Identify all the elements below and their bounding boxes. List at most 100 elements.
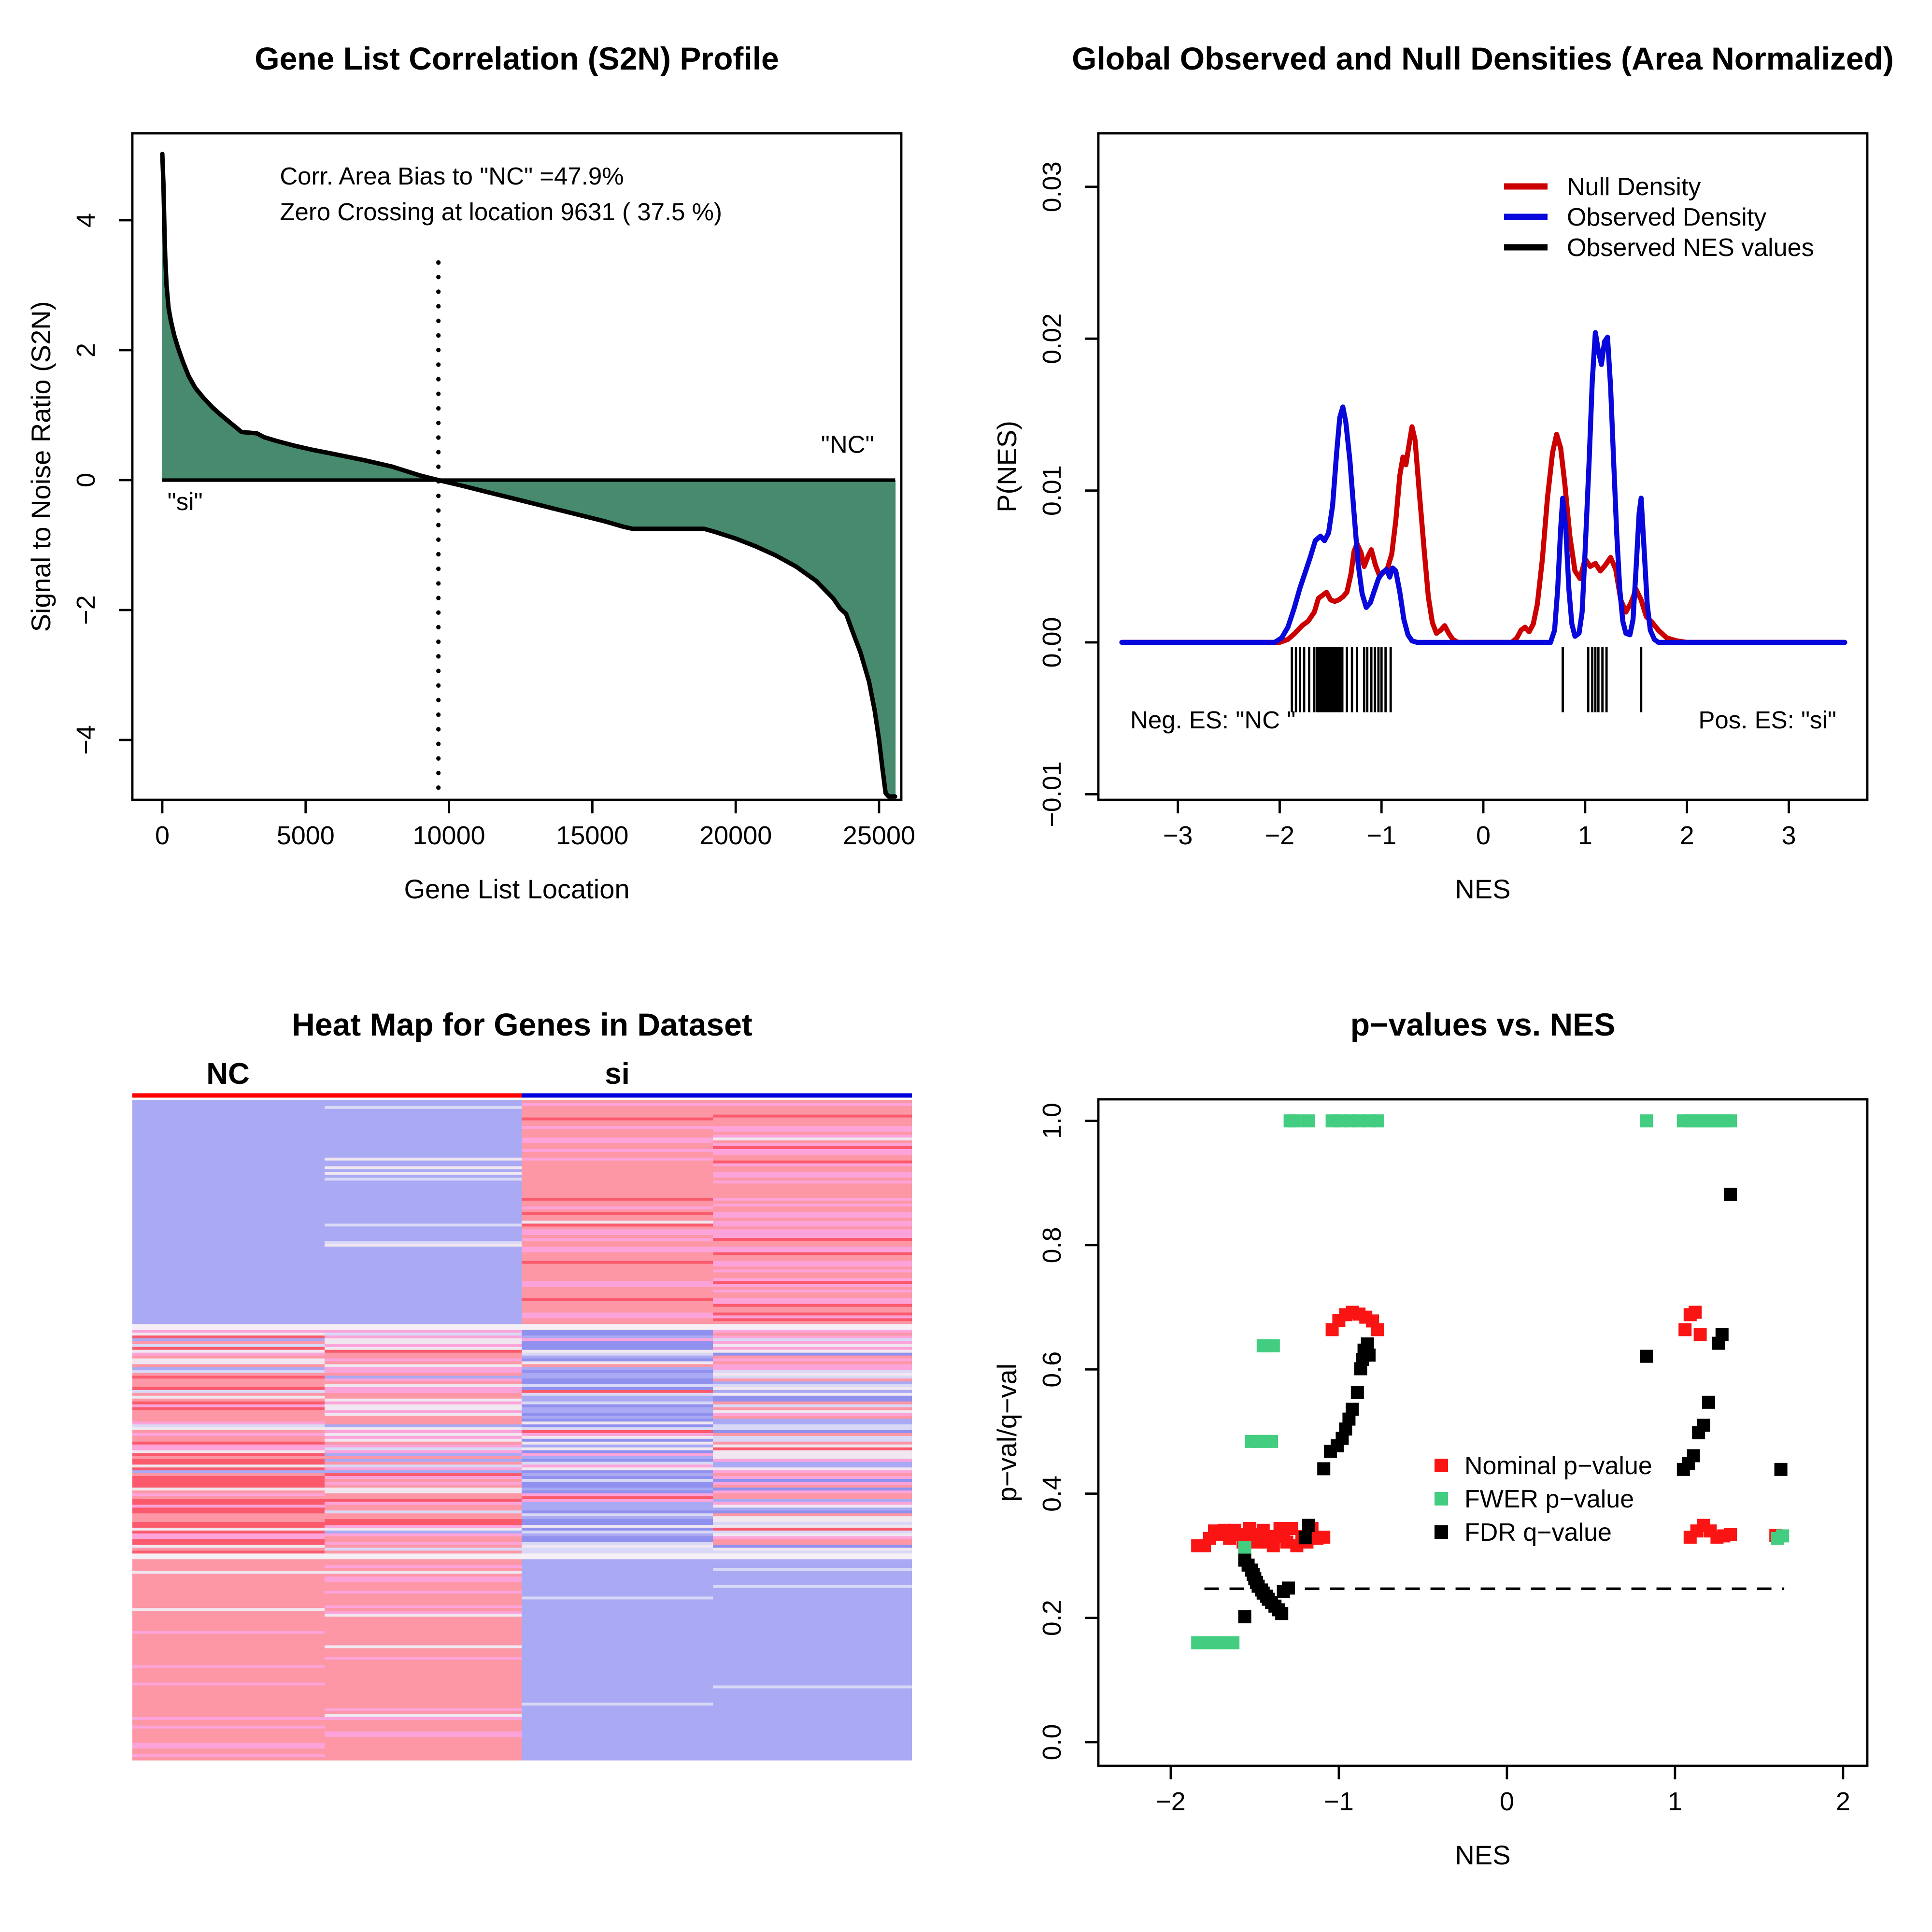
heatmap-cell xyxy=(325,1186,522,1190)
heatmap-cell xyxy=(713,1387,912,1391)
heatmap-cell xyxy=(522,1315,713,1319)
heatmap-cell xyxy=(325,1651,522,1655)
heatmap-cell xyxy=(132,1447,325,1451)
heatmap-cell xyxy=(713,1410,912,1414)
heatmap-cell xyxy=(325,1401,522,1405)
y-tick-label: 0.02 xyxy=(1037,313,1066,364)
heatmap-cell xyxy=(132,1341,325,1345)
heatmap-cell xyxy=(325,1751,522,1755)
heatmap-cell xyxy=(325,1450,522,1454)
heatmap-cell xyxy=(325,1435,522,1439)
plot-box xyxy=(131,132,903,801)
heatmap-cell xyxy=(132,1324,325,1327)
heatmap-cell xyxy=(132,1307,325,1310)
heatmap-cell xyxy=(325,1315,522,1319)
heatmap-cell xyxy=(522,1281,713,1284)
x-axis-title: NES xyxy=(1455,1840,1510,1870)
heatmap-cell xyxy=(522,1636,713,1640)
heatmap-cell xyxy=(522,1284,713,1287)
heatmap-cell xyxy=(522,1617,713,1620)
heatmap-cell xyxy=(713,1665,912,1669)
y-axis-title: P(NES) xyxy=(992,421,1022,512)
heatmap-cell xyxy=(713,1416,912,1420)
heatmap-cell xyxy=(522,1151,713,1155)
heatmap-cell xyxy=(522,1717,713,1720)
heatmap-cell xyxy=(132,1261,325,1264)
panel-title: p−values vs. NES xyxy=(1350,1007,1615,1042)
heatmap-cell xyxy=(522,1347,713,1350)
heatmap-cell xyxy=(325,1140,522,1144)
heatmap-cell xyxy=(713,1487,912,1491)
plot-box xyxy=(1097,132,1869,801)
heatmap-cell xyxy=(522,1662,713,1666)
heatmap-cell xyxy=(325,1284,522,1287)
heatmap-cell xyxy=(132,1441,325,1445)
heatmap-cell xyxy=(522,1395,713,1399)
heatmap-cell xyxy=(713,1746,912,1749)
heatmap-cell xyxy=(713,1550,912,1554)
heatmap-cell xyxy=(522,1757,713,1761)
heatmap-cell xyxy=(132,1149,325,1152)
heatmap-cell xyxy=(132,1478,325,1482)
plot-box xyxy=(1097,1098,1869,1767)
heatmap-cell xyxy=(132,1714,325,1718)
heatmap-cell xyxy=(132,1493,325,1497)
heatmap-cell xyxy=(132,1593,325,1597)
heatmap-cell xyxy=(522,1611,713,1614)
heatmap-cell xyxy=(325,1292,522,1296)
heatmap-cell xyxy=(132,1473,325,1477)
heatmap-cell xyxy=(325,1464,522,1468)
heatmap-cell xyxy=(713,1197,912,1201)
heatmap-cell xyxy=(132,1166,325,1170)
heatmap-cell xyxy=(325,1419,522,1422)
x-tick-label: −3 xyxy=(1163,821,1193,850)
heatmap-cell xyxy=(325,1596,522,1600)
heatmap-cell xyxy=(325,1416,522,1420)
heatmap-cell xyxy=(325,1252,522,1256)
heatmap-cell xyxy=(713,1330,912,1333)
heatmap-cell xyxy=(325,1103,522,1107)
heatmap-cell xyxy=(522,1625,713,1629)
heatmap-cell xyxy=(713,1719,912,1723)
heatmap-cell xyxy=(132,1559,325,1563)
heatmap-cell xyxy=(132,1464,325,1468)
heatmap-cell xyxy=(713,1444,912,1448)
panel-global-densities: Global Observed and Null Densities (Area… xyxy=(992,41,1894,904)
heatmap-cell xyxy=(325,1639,522,1643)
heatmap-cell xyxy=(713,1140,912,1144)
heatmap-cell xyxy=(325,1740,522,1744)
heatmap-cell xyxy=(713,1178,912,1181)
heatmap-cell xyxy=(132,1722,325,1726)
heatmap-cell xyxy=(132,1243,325,1247)
heatmap-cell xyxy=(132,1728,325,1732)
heatmap-cell xyxy=(132,1223,325,1227)
heatmap-cell xyxy=(713,1565,912,1568)
heatmap-cell xyxy=(325,1447,522,1451)
x-tick-label: 5000 xyxy=(277,821,335,850)
heatmap-cell xyxy=(325,1344,522,1348)
heatmap-cell xyxy=(522,1200,713,1204)
heatmap-cell xyxy=(522,1711,713,1715)
heatmap-cell xyxy=(325,1444,522,1448)
heatmap-cell xyxy=(132,1206,325,1210)
heatmap-cell xyxy=(713,1324,912,1327)
heatmap-cell xyxy=(713,1573,912,1577)
heatmap-cell xyxy=(522,1519,713,1522)
heatmap-cell xyxy=(713,1355,912,1359)
heatmap-cell xyxy=(713,1694,912,1698)
heatmap-cell xyxy=(522,1602,713,1606)
heatmap-cell xyxy=(325,1189,522,1193)
heatmap-cell xyxy=(132,1209,325,1213)
heatmap-cell xyxy=(325,1269,522,1273)
heatmap-cell xyxy=(132,1255,325,1259)
heatmap-cell xyxy=(132,1435,325,1439)
heatmap-cell xyxy=(132,1542,325,1546)
heatmap-cell xyxy=(522,1550,713,1554)
heatmap-cell xyxy=(713,1622,912,1626)
heatmap-cell xyxy=(325,1711,522,1715)
heatmap-cell xyxy=(713,1545,912,1548)
panel-heatmap: NC si Heat Map for Genes in Dataset xyxy=(132,1007,912,1761)
heatmap-cell xyxy=(325,1178,522,1181)
heatmap-cell xyxy=(522,1568,713,1571)
heatmap-cell xyxy=(522,1464,713,1468)
